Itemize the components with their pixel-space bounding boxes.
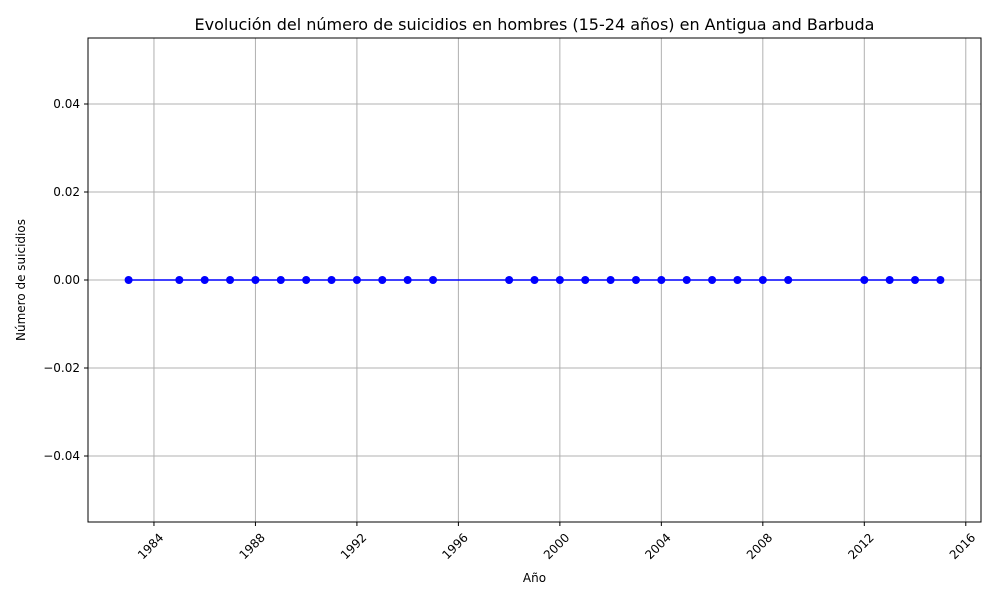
data-point	[429, 276, 438, 284]
series-layer	[124, 276, 945, 284]
data-point	[657, 276, 666, 284]
y-tick-label: −0.02	[43, 361, 80, 375]
data-point	[378, 276, 387, 284]
data-point	[936, 276, 945, 284]
data-point	[581, 276, 590, 284]
data-point	[226, 276, 235, 284]
data-point	[403, 276, 412, 284]
data-point	[606, 276, 615, 284]
chart-title: Evolución del número de suicidios en hom…	[195, 15, 875, 34]
data-point	[327, 276, 336, 284]
data-point	[124, 276, 133, 284]
data-point	[733, 276, 742, 284]
data-point	[631, 276, 640, 284]
y-axis-label: Número de suicidios	[14, 219, 28, 341]
y-tick-label: −0.04	[43, 449, 80, 463]
data-point	[555, 276, 564, 284]
x-axis-label: Año	[523, 571, 546, 585]
data-point	[784, 276, 793, 284]
data-point	[276, 276, 285, 284]
y-tick-label: 0.04	[53, 97, 80, 111]
data-point	[200, 276, 209, 284]
data-point	[251, 276, 260, 284]
data-point	[352, 276, 361, 284]
data-point	[860, 276, 869, 284]
data-point	[758, 276, 767, 284]
y-tick-label: 0.02	[53, 185, 80, 199]
data-point	[530, 276, 539, 284]
y-tick-label: 0.00	[53, 273, 80, 287]
data-point	[885, 276, 894, 284]
data-point	[682, 276, 691, 284]
data-point	[175, 276, 184, 284]
data-point	[911, 276, 920, 284]
data-point	[708, 276, 717, 284]
data-point	[505, 276, 514, 284]
data-point	[302, 276, 311, 284]
